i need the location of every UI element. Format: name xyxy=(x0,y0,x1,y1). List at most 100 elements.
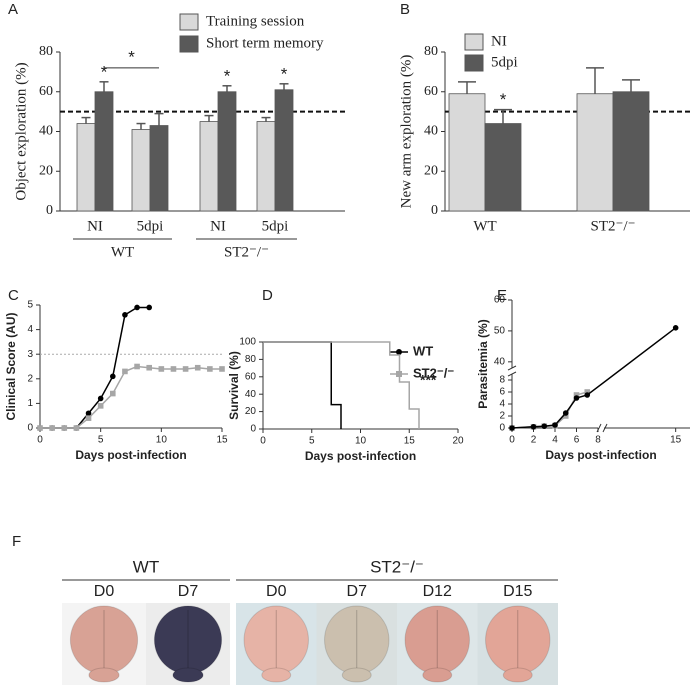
group-label: ST2⁻/⁻ xyxy=(224,244,269,260)
point xyxy=(170,366,177,372)
day-label: D7 xyxy=(178,583,199,600)
bar xyxy=(274,89,294,212)
y-tick-label: 0 xyxy=(499,423,505,434)
axis-break xyxy=(507,365,517,371)
bar xyxy=(484,123,522,212)
x-axis-label: Days post-infection xyxy=(545,448,656,462)
y-tick-label: 20 xyxy=(424,163,438,178)
bar xyxy=(217,91,237,212)
point xyxy=(584,389,591,395)
x-tick-label: 15 xyxy=(404,436,416,447)
bar xyxy=(131,129,151,212)
survival-line xyxy=(263,341,420,429)
y-tick-label: 0 xyxy=(431,203,438,218)
x-tick-label: 20 xyxy=(452,436,464,447)
line xyxy=(40,365,222,429)
y-tick-label: 5 xyxy=(27,300,33,311)
group-label: WT xyxy=(133,557,159,576)
x-tick-label: 5 xyxy=(309,436,315,447)
brain-cerebellum xyxy=(341,667,372,683)
legend-marker xyxy=(396,349,402,355)
x-tick-label: 15 xyxy=(670,435,682,446)
y-tick-label: 80 xyxy=(424,44,438,59)
x-tick-label: 0 xyxy=(260,436,266,447)
panel-label: B xyxy=(400,1,410,18)
brain-cerebellum xyxy=(422,667,453,683)
y-tick-label: 0 xyxy=(27,423,33,434)
panel-label: D xyxy=(262,287,273,304)
point xyxy=(158,366,165,372)
panel-label: F xyxy=(12,533,21,550)
x-tick-label: NI xyxy=(210,218,226,234)
legend-label: NI xyxy=(491,33,507,49)
point xyxy=(73,425,80,431)
y-tick-label: 60 xyxy=(424,84,438,99)
legend-swatch xyxy=(179,13,199,31)
x-tick-label: 15 xyxy=(216,435,228,446)
legend-label: ST2⁻/⁻ xyxy=(413,365,454,380)
x-tick-label: 2 xyxy=(531,435,537,446)
y-tick-label: 40 xyxy=(39,124,53,139)
point xyxy=(49,425,55,431)
y-axis-label: Clinical Score (AU) xyxy=(4,312,18,420)
x-tick-label: 5dpi xyxy=(262,218,289,234)
point xyxy=(530,424,537,430)
y-tick-label: 0 xyxy=(46,203,53,218)
point xyxy=(122,312,128,318)
significance-label: * xyxy=(500,90,507,109)
point xyxy=(552,422,558,428)
group-label: ST2⁻/⁻ xyxy=(370,557,424,576)
x-tick-label: WT xyxy=(473,218,496,234)
point xyxy=(85,410,92,417)
panel-label: C xyxy=(8,287,19,304)
point xyxy=(134,304,140,311)
y-tick-label: 40 xyxy=(494,356,506,367)
brain-cerebellum xyxy=(261,667,292,683)
point xyxy=(85,415,92,421)
annotation: *** xyxy=(420,372,437,388)
point xyxy=(146,304,152,311)
point xyxy=(562,413,569,419)
group-label: WT xyxy=(111,244,134,260)
brain-cerebellum xyxy=(172,667,204,683)
bar xyxy=(576,93,614,212)
bar xyxy=(612,91,650,212)
point xyxy=(672,325,679,331)
point xyxy=(97,403,104,409)
x-tick-label: NI xyxy=(87,218,103,234)
bar xyxy=(256,121,276,212)
y-tick-label: 0 xyxy=(250,424,256,435)
y-tick-label: 60 xyxy=(245,371,257,382)
x-tick-label: 10 xyxy=(355,436,367,447)
comparison-label: * xyxy=(128,47,135,66)
y-tick-label: 20 xyxy=(39,163,53,178)
legend-label: 5dpi xyxy=(491,54,518,70)
y-axis-label: Parasitemia (%) xyxy=(476,319,490,408)
y-tick-label: 4 xyxy=(499,399,505,410)
point xyxy=(97,395,104,402)
point xyxy=(573,392,580,398)
brain-cerebellum xyxy=(88,667,120,683)
x-tick-label: 10 xyxy=(156,435,168,446)
point xyxy=(110,390,116,397)
panel-label: E xyxy=(497,287,507,304)
bar xyxy=(76,123,96,212)
point xyxy=(110,373,116,380)
point xyxy=(146,364,152,371)
panel-label: A xyxy=(8,1,18,18)
y-tick-label: 100 xyxy=(239,337,256,348)
y-tick-label: 2 xyxy=(499,411,505,422)
y-tick-label: 2 xyxy=(27,373,33,384)
point xyxy=(573,395,580,401)
legend-swatch xyxy=(179,35,199,53)
point xyxy=(122,368,128,375)
legend-label: Short term memory xyxy=(206,35,324,51)
point xyxy=(182,366,189,372)
x-tick-label: 4 xyxy=(552,435,558,446)
day-label: D7 xyxy=(347,583,368,600)
survival-line xyxy=(263,341,342,429)
day-label: D0 xyxy=(266,583,287,600)
x-axis-label: Days post-infection xyxy=(75,448,186,462)
point xyxy=(219,366,225,372)
y-tick-label: 60 xyxy=(39,84,53,99)
